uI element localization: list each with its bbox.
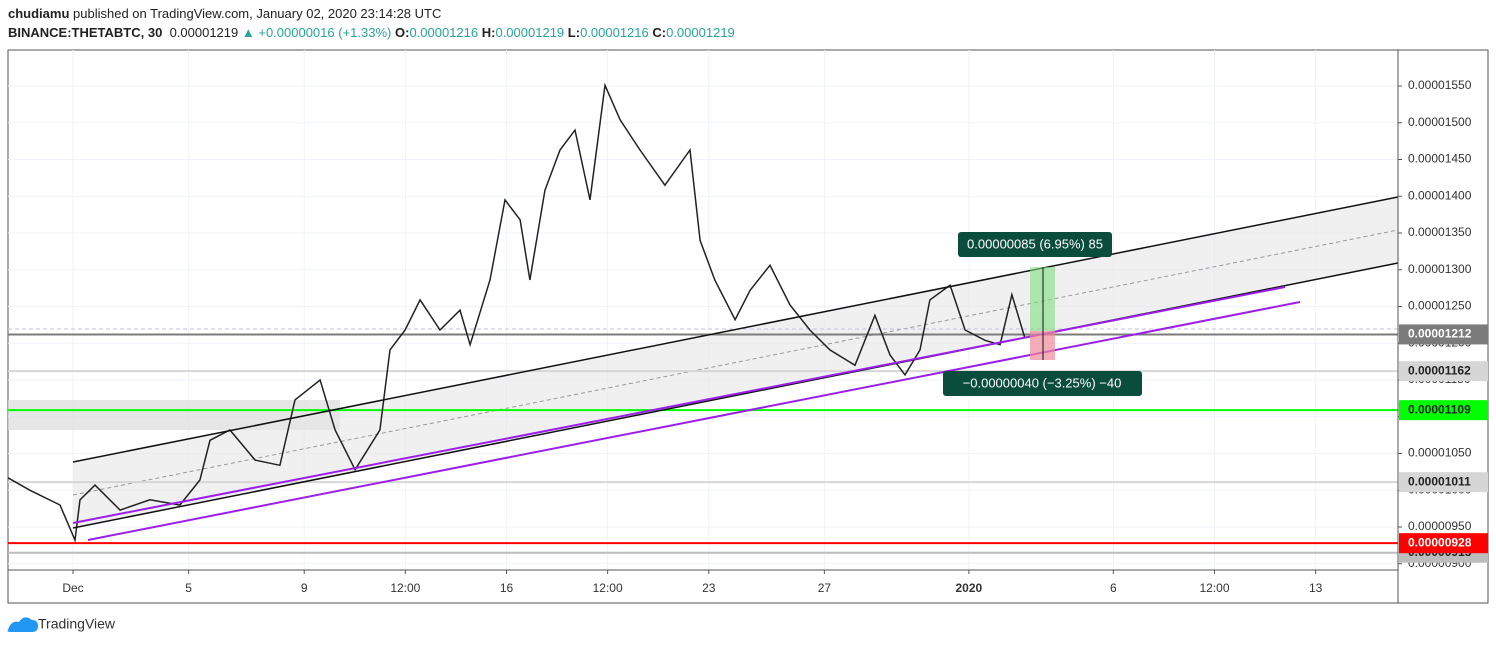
level-label: 0.00001212 bbox=[1408, 327, 1472, 341]
x-tick-label: 2020 bbox=[956, 581, 983, 595]
y-tick-label: 0.00001300 bbox=[1408, 262, 1472, 276]
measure-label: −0.00000040 (−3.25%) −40 bbox=[963, 375, 1122, 390]
x-tick-label: 23 bbox=[702, 581, 716, 595]
level-badge bbox=[1399, 361, 1488, 382]
y-tick-label: 0.00001500 bbox=[1408, 115, 1472, 129]
x-tick-label: 12:00 bbox=[1199, 581, 1229, 595]
measure-box bbox=[943, 371, 1142, 396]
trendline bbox=[72, 286, 1286, 524]
channel-top bbox=[72, 196, 1399, 463]
c-label: C: bbox=[652, 25, 667, 40]
published: published on TradingView.com, January 02… bbox=[73, 6, 442, 21]
level-badge bbox=[1399, 533, 1488, 554]
h-label: H: bbox=[481, 25, 496, 40]
y-tick-label: 0.00001050 bbox=[1408, 446, 1472, 460]
l: 0.00001216 bbox=[580, 25, 649, 40]
y-tick-label: 0.00001550 bbox=[1408, 78, 1472, 92]
last: 0.00001219 bbox=[169, 25, 239, 40]
measure-label: 0.00000085 (6.95%) 85 bbox=[967, 236, 1103, 251]
o-label: O: bbox=[394, 25, 410, 40]
y-tick-label: 0.00001400 bbox=[1408, 188, 1472, 202]
c: 0.00001219 bbox=[666, 25, 735, 40]
x-tick-label: Dec bbox=[62, 581, 83, 595]
x-tick-label: 9 bbox=[301, 581, 308, 595]
x-tick-label: 16 bbox=[500, 581, 514, 595]
o: 0.00001216 bbox=[409, 25, 479, 40]
x-tick-label: 27 bbox=[818, 581, 832, 595]
l-label: L: bbox=[567, 25, 581, 40]
brand: TradingView bbox=[38, 616, 116, 632]
symbol-line: BINANCE:THETABTC, 30 0.00001219 ▲ +0.000… bbox=[8, 25, 735, 40]
level-badge bbox=[1399, 400, 1488, 421]
logo bbox=[7, 617, 38, 632]
x-tick-label: 12:00 bbox=[593, 581, 623, 595]
x-tick-label: 6 bbox=[1110, 581, 1117, 595]
x-tick-label: 5 bbox=[185, 581, 192, 595]
level-label: 0.00000928 bbox=[1408, 535, 1472, 549]
y-tick-label: 0.00000950 bbox=[1408, 519, 1472, 533]
x-tick-label: 12:00 bbox=[390, 581, 420, 595]
level-badge bbox=[1399, 472, 1488, 493]
symbol: BINANCE:THETABTC, 30 bbox=[8, 25, 163, 40]
x-tick-label: 13 bbox=[1309, 581, 1323, 595]
publisher: chudiamu bbox=[8, 6, 70, 21]
level-label: 0.00001162 bbox=[1408, 363, 1471, 377]
level-label: 0.00001109 bbox=[1408, 402, 1471, 416]
y-tick-label: 0.00001250 bbox=[1408, 299, 1472, 313]
measure-box bbox=[958, 232, 1112, 257]
channel-mid bbox=[72, 229, 1399, 496]
price-line bbox=[7, 82, 1026, 544]
trendline bbox=[87, 301, 1301, 541]
y-tick-label: 0.00001350 bbox=[1408, 225, 1472, 239]
y-tick-label: 0.00001450 bbox=[1408, 152, 1472, 166]
change: ▲ +0.00000016 (+1.33%) bbox=[241, 25, 392, 40]
h: 0.00001219 bbox=[495, 25, 565, 40]
level-badge bbox=[1399, 324, 1488, 345]
publish-line: chudiamu published on TradingView.com, J… bbox=[8, 6, 441, 21]
level-label: 0.00001011 bbox=[1408, 474, 1471, 488]
